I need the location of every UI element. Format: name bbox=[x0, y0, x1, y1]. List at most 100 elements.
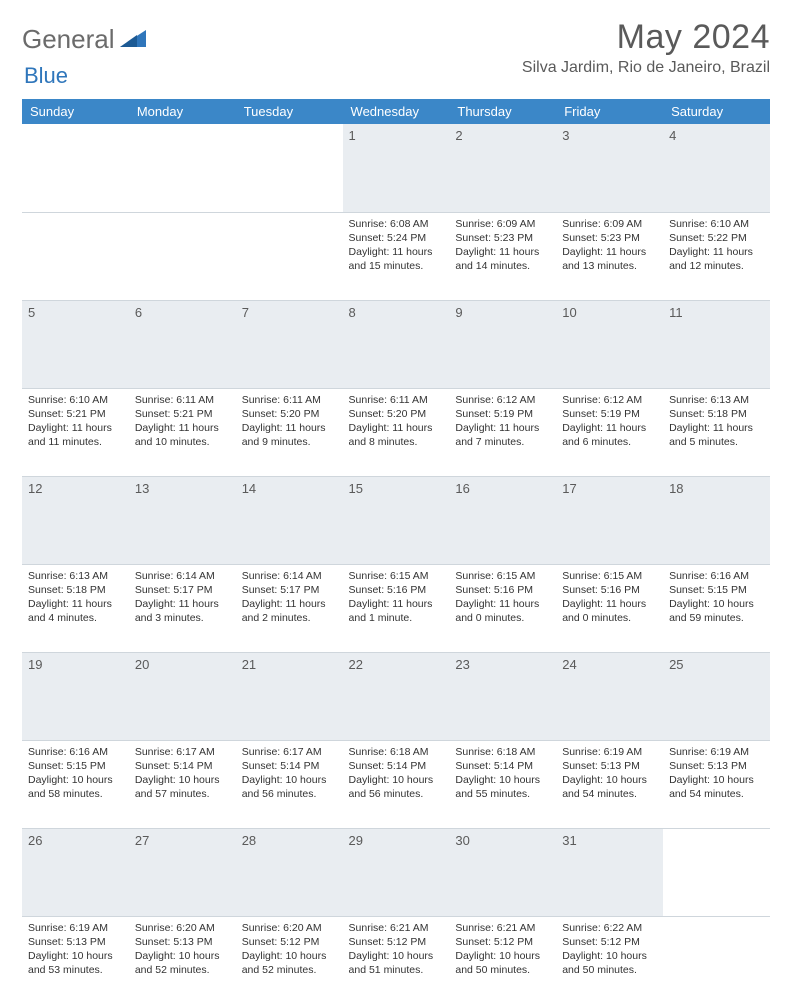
day-number: 22 bbox=[349, 657, 363, 672]
day-content-row: Sunrise: 6:16 AMSunset: 5:15 PMDaylight:… bbox=[22, 740, 770, 828]
day-sunrise: Sunrise: 6:16 AM bbox=[669, 569, 764, 583]
day-d1: Daylight: 10 hours bbox=[135, 773, 230, 787]
day-cell bbox=[129, 212, 236, 300]
day-number: 4 bbox=[669, 128, 676, 143]
day-number-cell bbox=[663, 828, 770, 916]
day-cell: Sunrise: 6:11 AMSunset: 5:20 PMDaylight:… bbox=[236, 388, 343, 476]
day-number: 19 bbox=[28, 657, 42, 672]
day-number-cell: 26 bbox=[22, 828, 129, 916]
day-number-row: 567891011 bbox=[22, 300, 770, 388]
day-d2: and 58 minutes. bbox=[28, 787, 123, 801]
day-details: Sunrise: 6:11 AMSunset: 5:20 PMDaylight:… bbox=[349, 393, 444, 450]
day-cell: Sunrise: 6:14 AMSunset: 5:17 PMDaylight:… bbox=[236, 564, 343, 652]
day-cell: Sunrise: 6:19 AMSunset: 5:13 PMDaylight:… bbox=[556, 740, 663, 828]
day-number-cell bbox=[236, 124, 343, 212]
day-cell: Sunrise: 6:09 AMSunset: 5:23 PMDaylight:… bbox=[556, 212, 663, 300]
day-details: Sunrise: 6:16 AMSunset: 5:15 PMDaylight:… bbox=[669, 569, 764, 626]
day-sunrise: Sunrise: 6:08 AM bbox=[349, 217, 444, 231]
day-d2: and 51 minutes. bbox=[349, 963, 444, 977]
day-number: 6 bbox=[135, 305, 142, 320]
day-d2: and 10 minutes. bbox=[135, 435, 230, 449]
day-number-cell: 27 bbox=[129, 828, 236, 916]
day-number: 10 bbox=[562, 305, 576, 320]
day-number-cell: 28 bbox=[236, 828, 343, 916]
day-details: Sunrise: 6:09 AMSunset: 5:23 PMDaylight:… bbox=[562, 217, 657, 274]
day-d1: Daylight: 11 hours bbox=[349, 245, 444, 259]
day-sunset: Sunset: 5:23 PM bbox=[455, 231, 550, 245]
day-sunrise: Sunrise: 6:22 AM bbox=[562, 921, 657, 935]
day-sunrise: Sunrise: 6:14 AM bbox=[242, 569, 337, 583]
day-d2: and 54 minutes. bbox=[669, 787, 764, 801]
day-number-row: 262728293031 bbox=[22, 828, 770, 916]
day-d1: Daylight: 11 hours bbox=[562, 597, 657, 611]
day-number-cell: 14 bbox=[236, 476, 343, 564]
day-details: Sunrise: 6:15 AMSunset: 5:16 PMDaylight:… bbox=[349, 569, 444, 626]
day-cell: Sunrise: 6:10 AMSunset: 5:21 PMDaylight:… bbox=[22, 388, 129, 476]
day-d2: and 52 minutes. bbox=[242, 963, 337, 977]
day-content-row: Sunrise: 6:13 AMSunset: 5:18 PMDaylight:… bbox=[22, 564, 770, 652]
day-d1: Daylight: 11 hours bbox=[28, 597, 123, 611]
brand-triangle-icon bbox=[120, 27, 146, 52]
day-number-cell: 15 bbox=[343, 476, 450, 564]
day-number: 16 bbox=[455, 481, 469, 496]
day-number-cell: 30 bbox=[449, 828, 556, 916]
day-sunrise: Sunrise: 6:17 AM bbox=[135, 745, 230, 759]
day-details: Sunrise: 6:12 AMSunset: 5:19 PMDaylight:… bbox=[455, 393, 550, 450]
day-sunset: Sunset: 5:21 PM bbox=[135, 407, 230, 421]
day-cell: Sunrise: 6:16 AMSunset: 5:15 PMDaylight:… bbox=[22, 740, 129, 828]
day-number: 26 bbox=[28, 833, 42, 848]
day-sunrise: Sunrise: 6:21 AM bbox=[455, 921, 550, 935]
day-number-cell: 8 bbox=[343, 300, 450, 388]
day-sunset: Sunset: 5:20 PM bbox=[242, 407, 337, 421]
day-d1: Daylight: 11 hours bbox=[242, 597, 337, 611]
day-sunset: Sunset: 5:17 PM bbox=[135, 583, 230, 597]
day-sunrise: Sunrise: 6:20 AM bbox=[242, 921, 337, 935]
day-sunset: Sunset: 5:12 PM bbox=[562, 935, 657, 949]
day-d2: and 8 minutes. bbox=[349, 435, 444, 449]
day-cell: Sunrise: 6:19 AMSunset: 5:13 PMDaylight:… bbox=[22, 916, 129, 1004]
day-details: Sunrise: 6:15 AMSunset: 5:16 PMDaylight:… bbox=[455, 569, 550, 626]
day-number-cell: 21 bbox=[236, 652, 343, 740]
day-d2: and 0 minutes. bbox=[455, 611, 550, 625]
day-d1: Daylight: 11 hours bbox=[135, 597, 230, 611]
weekday-header: Tuesday bbox=[236, 99, 343, 124]
day-number: 15 bbox=[349, 481, 363, 496]
day-cell bbox=[236, 212, 343, 300]
day-sunset: Sunset: 5:14 PM bbox=[135, 759, 230, 773]
day-details: Sunrise: 6:09 AMSunset: 5:23 PMDaylight:… bbox=[455, 217, 550, 274]
day-number: 12 bbox=[28, 481, 42, 496]
weekday-header: Wednesday bbox=[343, 99, 450, 124]
day-number: 7 bbox=[242, 305, 249, 320]
day-d1: Daylight: 11 hours bbox=[455, 245, 550, 259]
day-number: 17 bbox=[562, 481, 576, 496]
day-details: Sunrise: 6:21 AMSunset: 5:12 PMDaylight:… bbox=[349, 921, 444, 978]
day-d2: and 1 minute. bbox=[349, 611, 444, 625]
weekday-header: Saturday bbox=[663, 99, 770, 124]
day-number-cell: 29 bbox=[343, 828, 450, 916]
day-sunset: Sunset: 5:13 PM bbox=[562, 759, 657, 773]
day-sunset: Sunset: 5:19 PM bbox=[455, 407, 550, 421]
day-cell bbox=[663, 916, 770, 1004]
day-cell: Sunrise: 6:14 AMSunset: 5:17 PMDaylight:… bbox=[129, 564, 236, 652]
day-details: Sunrise: 6:19 AMSunset: 5:13 PMDaylight:… bbox=[669, 745, 764, 802]
day-sunrise: Sunrise: 6:09 AM bbox=[562, 217, 657, 231]
day-sunrise: Sunrise: 6:11 AM bbox=[135, 393, 230, 407]
day-d1: Daylight: 11 hours bbox=[135, 421, 230, 435]
day-d2: and 55 minutes. bbox=[455, 787, 550, 801]
day-number-cell: 1 bbox=[343, 124, 450, 212]
day-d2: and 14 minutes. bbox=[455, 259, 550, 273]
day-d1: Daylight: 11 hours bbox=[669, 421, 764, 435]
day-sunset: Sunset: 5:20 PM bbox=[349, 407, 444, 421]
day-cell: Sunrise: 6:12 AMSunset: 5:19 PMDaylight:… bbox=[556, 388, 663, 476]
day-sunset: Sunset: 5:16 PM bbox=[562, 583, 657, 597]
day-number: 5 bbox=[28, 305, 35, 320]
day-sunset: Sunset: 5:23 PM bbox=[562, 231, 657, 245]
day-number-cell bbox=[129, 124, 236, 212]
day-number-cell: 20 bbox=[129, 652, 236, 740]
day-details: Sunrise: 6:17 AMSunset: 5:14 PMDaylight:… bbox=[242, 745, 337, 802]
day-details: Sunrise: 6:13 AMSunset: 5:18 PMDaylight:… bbox=[28, 569, 123, 626]
day-number: 30 bbox=[455, 833, 469, 848]
day-d1: Daylight: 10 hours bbox=[242, 773, 337, 787]
weekday-header: Thursday bbox=[449, 99, 556, 124]
day-d2: and 52 minutes. bbox=[135, 963, 230, 977]
